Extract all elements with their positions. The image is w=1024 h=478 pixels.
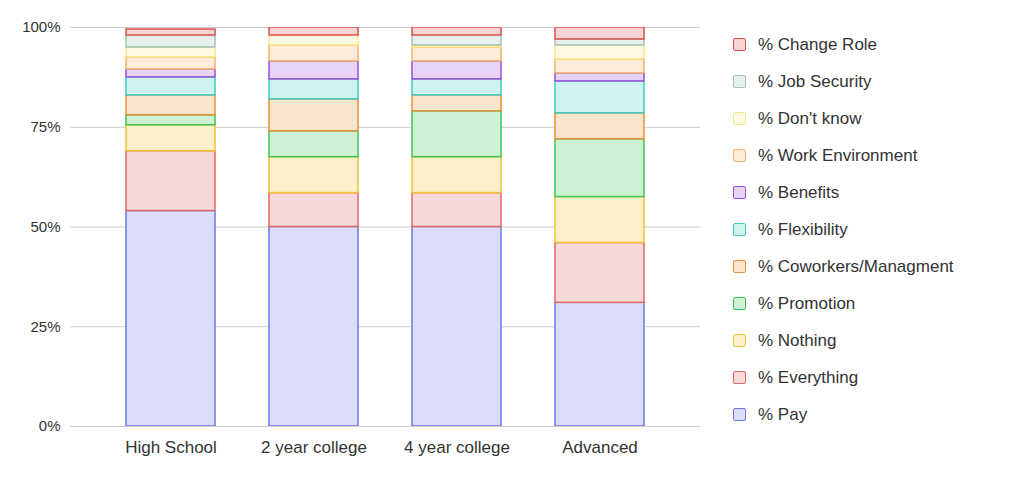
html-text:% Don't know: % Don't know — [758, 108, 862, 128]
svg-text:100%: 100% — [22, 18, 60, 35]
html-text:% Job Security: % Job Security — [758, 71, 872, 91]
svg-text:25%: 25% — [30, 318, 60, 335]
svg-text:Advanced: Advanced — [562, 438, 638, 457]
html-text:% Nothing: % Nothing — [758, 330, 837, 350]
html-text:% Promotion: % Promotion — [758, 293, 856, 313]
html-text:% Flexibility: % Flexibility — [758, 219, 848, 239]
svg-text:High School: High School — [125, 438, 217, 457]
svg-text:4 year college: 4 year college — [404, 438, 510, 457]
html-text:% Work Environment: % Work Environment — [758, 145, 918, 165]
svg-text:75%: 75% — [30, 118, 60, 135]
svg-text:0%: 0% — [39, 417, 61, 434]
html-text:% Change Role: % Change Role — [758, 34, 878, 54]
svg-text:50%: 50% — [30, 218, 60, 235]
html-text:% Benefits: % Benefits — [758, 182, 840, 202]
svg-text:2 year college: 2 year college — [261, 438, 367, 457]
html-text:% Pay: % Pay — [758, 404, 808, 424]
html-text:% Coworkers/Managment: % Coworkers/Managment — [758, 256, 954, 276]
html-text:% Everything: % Everything — [758, 367, 859, 387]
